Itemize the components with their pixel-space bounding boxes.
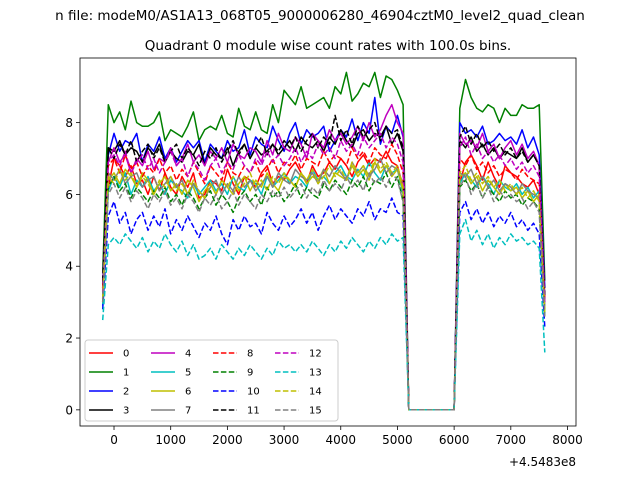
legend-label-4: 4 — [185, 349, 191, 360]
y-tick-label: 8 — [65, 116, 73, 130]
x-tick-label: 0 — [110, 433, 118, 447]
legend-label-9: 9 — [247, 368, 253, 379]
legend-label-11: 11 — [247, 406, 260, 417]
x-tick-label: 3000 — [269, 433, 300, 447]
legend-label-12: 12 — [309, 349, 322, 360]
series-line-12 — [101, 132, 546, 411]
y-tick-label: 2 — [65, 332, 73, 346]
y-tick-label: 6 — [65, 188, 73, 202]
legend-label-8: 8 — [247, 349, 253, 360]
series-line-10 — [101, 197, 546, 411]
x-axis: 0 1000 2000 3000 4000 5000 6000 7000 8000 — [110, 426, 583, 447]
x-tick-label: 4000 — [325, 433, 356, 447]
plot-frame — [79, 57, 577, 427]
x-tick-label: 2000 — [212, 433, 243, 447]
legend-label-0: 0 — [123, 349, 129, 360]
series-lines-group — [101, 71, 546, 411]
series-line-13 — [101, 218, 546, 411]
legend-label-14: 14 — [309, 387, 322, 398]
chart-title: Quadrant 0 module wise count rates with … — [145, 38, 511, 54]
x-axis-offset-label: +4.5483e8 — [509, 455, 576, 469]
legend-label-13: 13 — [309, 368, 322, 379]
legend-label-6: 6 — [185, 387, 191, 398]
series-line-1 — [101, 71, 546, 411]
legend-label-10: 10 — [247, 387, 260, 398]
series-line-15 — [101, 172, 546, 411]
y-axis: 0 2 4 6 8 — [65, 116, 80, 417]
series-line-2 — [101, 96, 546, 411]
x-tick-label: 1000 — [155, 433, 186, 447]
series-line-7 — [101, 157, 546, 411]
legend-label-7: 7 — [185, 406, 191, 417]
y-tick-label: 4 — [65, 260, 73, 274]
legend-frame — [84, 339, 339, 422]
legend-label-3: 3 — [123, 406, 129, 417]
legend-label-1: 1 — [123, 368, 129, 379]
figure-suptitle: n file: modeM0/AS1A13_068T05_9000006280_… — [55, 8, 585, 24]
legend-label-15: 15 — [309, 406, 322, 417]
series-line-9 — [101, 172, 546, 411]
legend-label-5: 5 — [185, 368, 191, 379]
x-tick-label: 8000 — [552, 433, 583, 447]
series-line-14 — [101, 157, 546, 411]
x-tick-label: 6000 — [439, 433, 470, 447]
legend-label-2: 2 — [123, 387, 129, 398]
x-tick-label: 5000 — [382, 433, 413, 447]
series-line-11 — [101, 114, 546, 411]
y-tick-label: 0 — [65, 403, 73, 417]
x-tick-label: 7000 — [496, 433, 527, 447]
